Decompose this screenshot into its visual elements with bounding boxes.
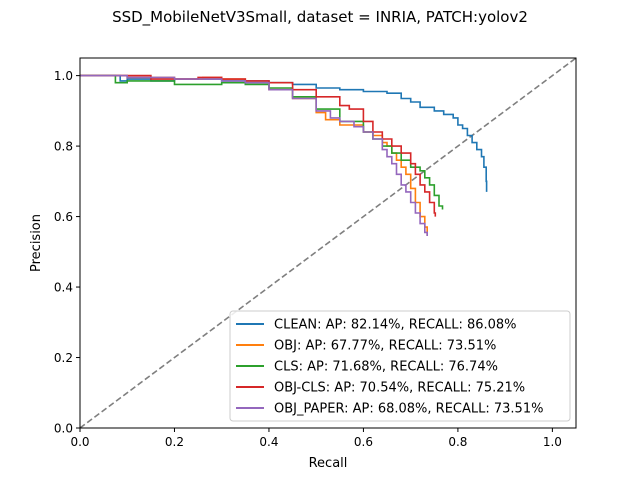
y-tick-label: 0.6 <box>54 210 73 224</box>
axis-ticks: 0.0 0.2 0.4 0.6 0.8 1.0 0.0 0.2 0.4 0.6 0.8 1.0 <box>54 69 562 449</box>
axes-frame <box>79 57 577 429</box>
series-line-4 <box>80 74 437 217</box>
series-line-5 <box>80 74 428 236</box>
legend-label-3: CLS: AP: 71.68%, RECALL: 76.74% <box>274 360 498 375</box>
legend-label-5: OBJ_PAPER: AP: 68.08%, RECALL: 73.51% <box>274 402 543 417</box>
series-line-2 <box>80 74 428 236</box>
y-tick-label: 1.0 <box>54 69 73 83</box>
y-tick-label: 0.4 <box>54 281 73 295</box>
x-axis-label: Recall <box>309 456 348 471</box>
y-tick-label: 0.2 <box>54 351 73 365</box>
x-tick-label: 0.8 <box>448 435 467 449</box>
series-line-1 <box>80 74 488 192</box>
x-tick-label: 0.2 <box>165 435 184 449</box>
x-tick-label: 1.0 <box>543 435 562 449</box>
plot-area <box>79 57 577 429</box>
legend-box <box>229 310 571 422</box>
x-tick-label: 0.4 <box>259 435 278 449</box>
reference-diagonal-line <box>79 57 577 429</box>
chart-title: SSD_MobileNetV3Small, dataset = INRIA, P… <box>112 8 528 27</box>
legend-label-2: OBJ: AP: 67.77%, RECALL: 73.51% <box>274 339 496 354</box>
legend: CLEAN: AP: 82.14%, RECALL: 86.08% OBJ: AP… <box>229 310 571 422</box>
y-tick-label: 0.8 <box>54 140 73 154</box>
legend-label-4: OBJ-CLS: AP: 70.54%, RECALL: 75.21% <box>274 381 525 396</box>
legend-label-1: CLEAN: AP: 82.14%, RECALL: 86.08% <box>274 318 517 333</box>
x-tick-label: 0.6 <box>354 435 373 449</box>
y-axis-label: Precision <box>29 214 44 272</box>
series-line-3 <box>80 74 444 210</box>
y-tick-label: 0.0 <box>54 422 73 436</box>
x-tick-label: 0.0 <box>70 435 89 449</box>
